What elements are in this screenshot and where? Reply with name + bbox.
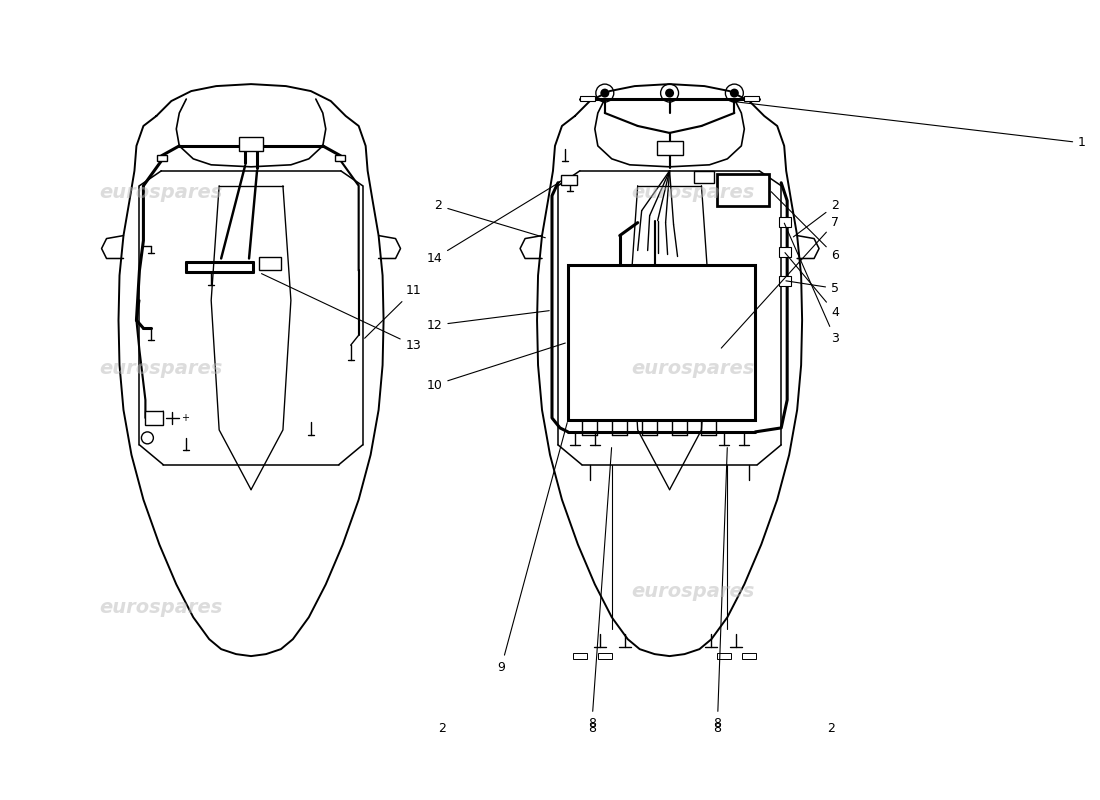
Bar xyxy=(157,155,167,161)
Circle shape xyxy=(601,89,609,98)
Text: 6: 6 xyxy=(771,192,839,262)
Text: 13: 13 xyxy=(262,274,421,352)
Text: 8: 8 xyxy=(587,448,612,730)
Text: eurospares: eurospares xyxy=(630,183,755,202)
Text: 2: 2 xyxy=(439,722,447,735)
Text: eurospares: eurospares xyxy=(99,183,222,202)
Bar xyxy=(573,653,587,659)
Bar xyxy=(258,257,280,270)
Bar xyxy=(779,246,791,257)
Text: +: + xyxy=(182,413,189,423)
Text: 8: 8 xyxy=(714,722,722,735)
Text: 14: 14 xyxy=(427,182,560,265)
Text: 12: 12 xyxy=(427,310,549,332)
Text: eurospares: eurospares xyxy=(99,358,222,378)
Text: 2: 2 xyxy=(793,199,839,237)
Text: 5: 5 xyxy=(785,281,839,295)
Text: 3: 3 xyxy=(784,223,839,345)
Bar xyxy=(694,170,714,182)
Bar xyxy=(742,653,757,659)
Text: eurospares: eurospares xyxy=(99,598,222,617)
Text: 10: 10 xyxy=(427,343,565,391)
Circle shape xyxy=(730,89,739,98)
Bar xyxy=(145,411,163,425)
Text: 4: 4 xyxy=(785,253,839,319)
Bar xyxy=(657,141,682,155)
Bar xyxy=(717,174,769,206)
Bar xyxy=(334,155,344,161)
Bar xyxy=(597,653,612,659)
Circle shape xyxy=(666,89,674,98)
Text: 1: 1 xyxy=(733,102,1086,150)
Bar xyxy=(580,96,595,101)
Text: 2: 2 xyxy=(827,722,835,735)
Text: 7: 7 xyxy=(722,216,839,348)
Bar xyxy=(568,266,756,420)
Bar xyxy=(779,217,791,226)
Bar xyxy=(561,174,576,185)
Bar xyxy=(745,96,759,101)
Text: 8: 8 xyxy=(714,448,727,730)
Bar xyxy=(239,137,263,151)
Text: 2: 2 xyxy=(434,199,546,238)
Text: eurospares: eurospares xyxy=(630,358,755,378)
Text: 9: 9 xyxy=(497,422,568,674)
Text: 11: 11 xyxy=(364,284,421,338)
Bar xyxy=(717,653,732,659)
Bar xyxy=(779,277,791,286)
Text: eurospares: eurospares xyxy=(630,582,755,601)
Text: 8: 8 xyxy=(587,722,596,735)
